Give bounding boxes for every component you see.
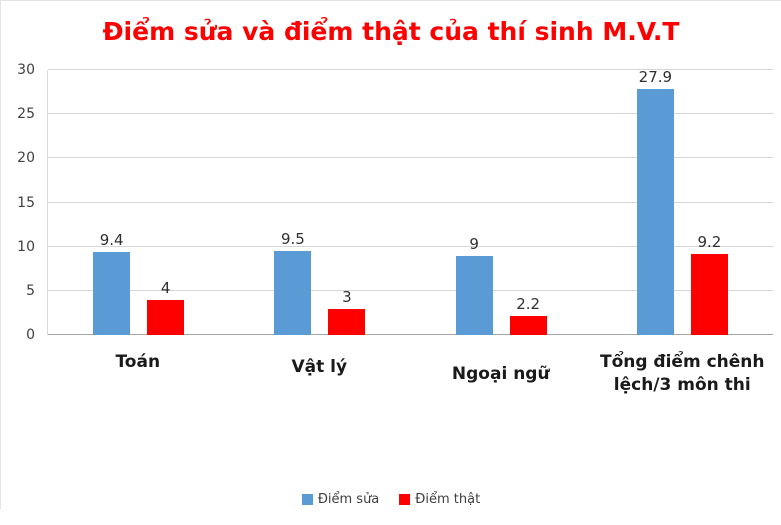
bar-value-label: 27.9 [638,68,673,86]
x-axis-line [48,334,773,335]
bar-value-label: 4 [160,278,171,297]
legend: Điểm sửa Điểm thật [1,492,781,507]
legend-swatch-icon [301,494,313,505]
x-axis-labels: Toán Vật lý Ngoại ngữ Tổng điểm chênh lệch/… [47,335,773,395]
legend-item: Điểm sửa [301,492,380,507]
bar-Điểm sửa [274,251,312,335]
y-tick-label: 0 [26,327,35,343]
gridline [48,289,773,291]
bar-value-label: 9 [469,234,479,253]
category-label: Ngoại ngữ [410,349,592,395]
gridline [48,113,773,115]
bar-group: 9 2.2 [411,70,592,335]
bar-chart: Điểm sửa và điểm thật của thí sinh M.V.T… [1,17,781,525]
bar-column: 9.4 [93,70,131,335]
plot-wrapper: 0 5 10 15 20 25 30 9.4 4 9.5 3 9 2.2 27.9 9.2 [1,63,773,342]
bar-Điểm sửa [93,251,131,335]
y-tick-label: 25 [17,106,35,123]
bar-group: 9.5 3 [229,70,410,335]
legend-item: Điểm thật [399,492,480,507]
y-tick-label: 15 [17,194,35,211]
gridline [48,245,773,247]
bar-value-label: 9.4 [99,230,124,249]
bar-Điểm sửa [636,89,674,335]
bar-column: 2.2 [509,70,547,335]
bar-Điểm sửa [455,255,493,335]
gridline [48,69,773,70]
y-tick-label: 20 [17,150,35,167]
plot-area: 9.4 4 9.5 3 9 2.2 27.9 9.2 [47,69,773,335]
category-label: Vật lý [229,349,411,395]
bar-value-label: 9.5 [280,230,305,249]
y-tick-label: 30 [17,62,35,78]
bar-group: 9.4 4 [48,70,229,335]
bar-column: 9.2 [690,70,728,335]
bar-column: 3 [328,70,366,335]
legend-label: Điểm thật [415,492,481,507]
legend-swatch-icon [399,494,411,505]
bar-column: 27.9 [636,68,674,335]
category-label-text: Vật lý [291,357,348,377]
bar-value-label: 3 [342,287,352,306]
bar-value-label: 2.2 [516,294,541,313]
category-label-text: Ngoại ngữ [451,364,550,384]
bar-column: 9.5 [274,70,312,335]
bar-Điểm thật [509,315,547,335]
y-tick-label: 10 [17,238,35,255]
bar-Điểm thật [690,253,728,335]
category-label-text: Toán [115,352,161,372]
bar-group: 27.9 9.2 [592,70,773,335]
category-label: Tổng điểm chênh lệch/3 môn thi [592,349,774,395]
bar-Điểm thật [328,308,366,335]
bar-column: 4 [147,70,185,335]
category-label-text: Tổng điểm chênh lệch/3 môn thi [599,352,765,395]
legend-label: Điểm sửa [317,492,380,507]
gridline [48,201,773,203]
y-axis: 0 5 10 15 20 25 30 [1,63,47,342]
bar-Điểm thật [147,299,185,335]
gridline [48,157,773,159]
bar-value-label: 9.2 [697,232,722,251]
bar-column: 9 [455,70,493,335]
category-label: Toán [47,349,229,395]
chart-title: Điểm sửa và điểm thật của thí sinh M.V.T [102,17,680,46]
bar-groups: 9.4 4 9.5 3 9 2.2 27.9 9.2 [48,70,773,335]
y-tick-label: 5 [26,282,35,299]
